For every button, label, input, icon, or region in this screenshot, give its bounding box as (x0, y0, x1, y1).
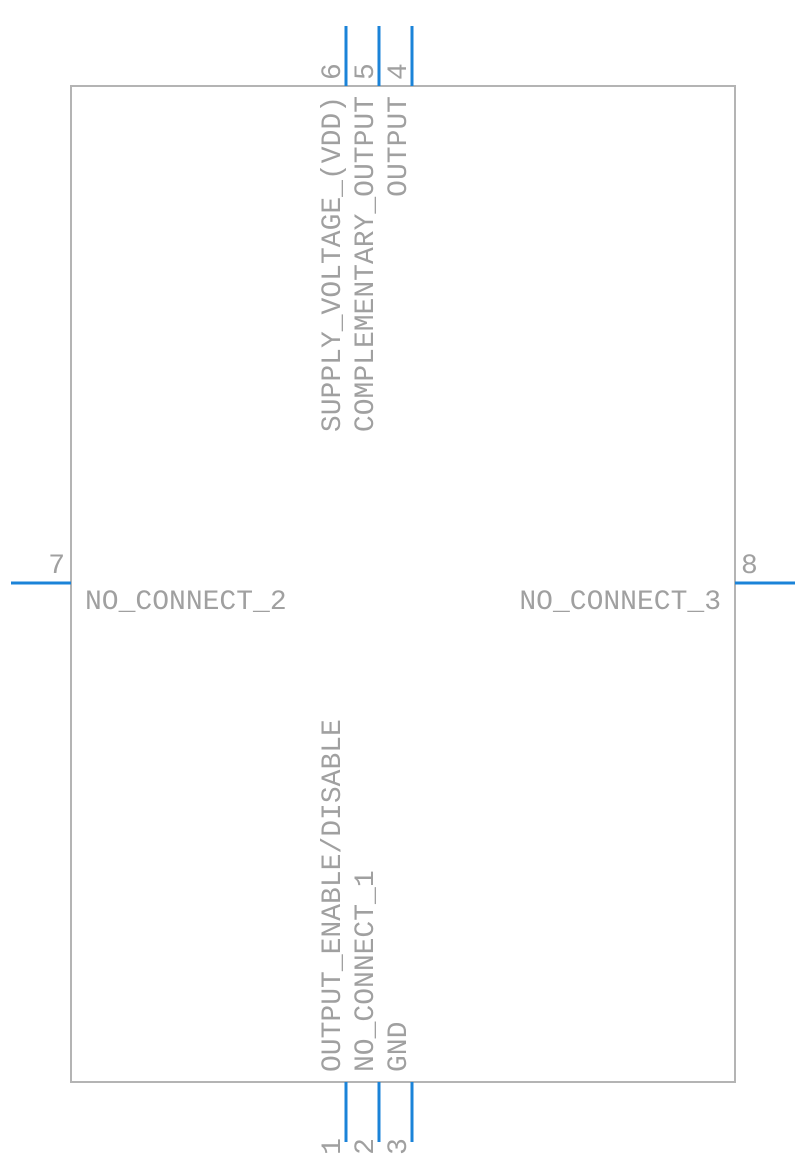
pin-3-label: GND (384, 1022, 415, 1072)
pin-6-label: SUPPLY_VOLTAGE_(VDD) (318, 96, 349, 432)
schematic-symbol: 6 SUPPLY_VOLTAGE_(VDD)5 COMPLEMENTARY_OUTP… (0, 0, 808, 1168)
pin-6-number: 6 (318, 63, 349, 80)
pin-1-number: 1 (318, 1138, 349, 1155)
component-body (71, 86, 735, 1082)
pin-7-label: NO_CONNECT_2 (85, 587, 287, 618)
pin-2-label: NO_CONNECT_1 (351, 870, 382, 1072)
pin-3-number: 3 (384, 1138, 415, 1155)
pin-1-label: OUTPUT_ENABLE/DISABLE (318, 719, 349, 1072)
pin-5-label: COMPLEMENTARY_OUTPUT (351, 96, 382, 432)
pin-2-number: 2 (351, 1138, 382, 1155)
pin-7-number: 7 (48, 551, 65, 582)
pin-8-number: 8 (741, 551, 758, 582)
pin-4-number: 4 (384, 63, 415, 80)
pin-8-label: NO_CONNECT_3 (519, 587, 721, 618)
pin-5-number: 5 (351, 63, 382, 80)
pin-4-label: OUTPUT (384, 96, 415, 197)
